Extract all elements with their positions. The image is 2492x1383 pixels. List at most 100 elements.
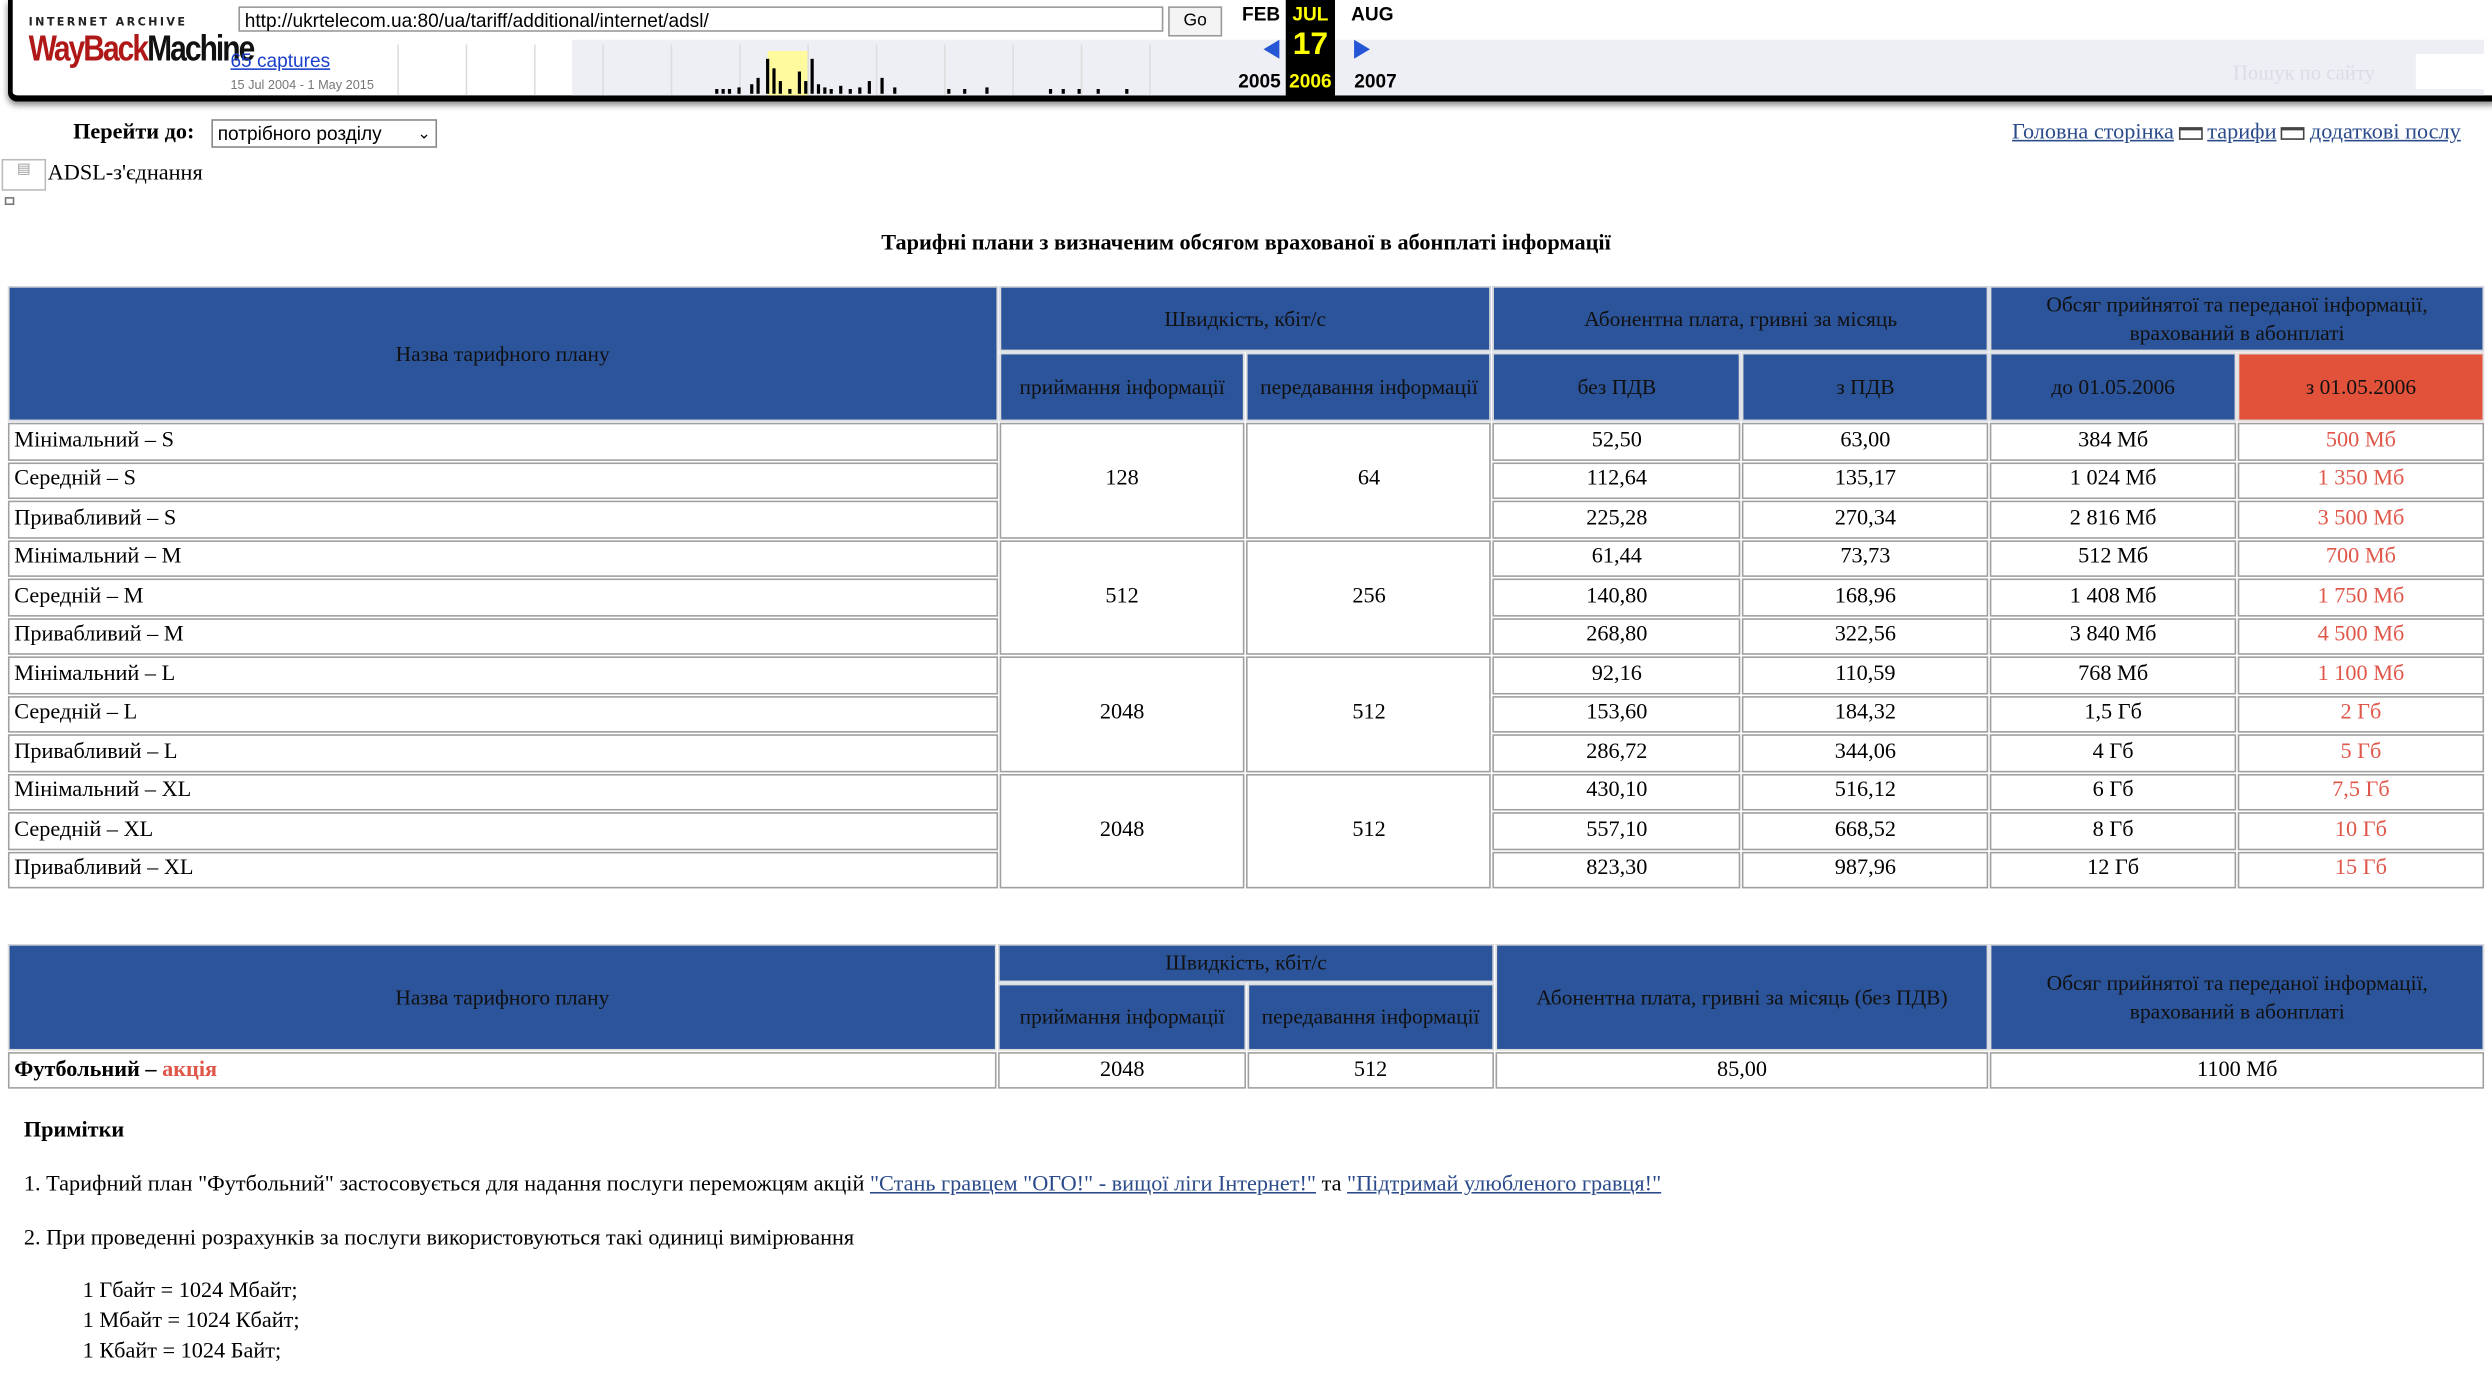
capture-bar <box>766 58 770 94</box>
next-year[interactable]: 2007 <box>1354 69 1397 93</box>
rx-speed: 128 <box>999 422 1246 538</box>
site-search-input[interactable] <box>2415 54 2492 90</box>
year-divider <box>465 44 468 96</box>
volume-after: 500 Мб <box>2237 422 2485 461</box>
breadcrumb-home[interactable]: Головна сторінка <box>2012 120 2174 145</box>
table-row: Мінімальний – M 512 256 61,44 73,73 512 Мб 700… <box>7 539 2485 655</box>
fee-vat: 110,59 <box>1742 656 1989 694</box>
capture-bar <box>963 89 967 94</box>
tx-speed: 64 <box>1246 422 1492 538</box>
table-row: Привабливий – M 268,80 322,56 3 840 Мб 4 500… <box>7 617 2485 655</box>
volume-after: 4 500 Мб <box>2237 617 2485 655</box>
volume-after: 1 750 Мб <box>2237 578 2485 616</box>
plan-name: Привабливий – M <box>7 617 998 655</box>
fee-vat: 987,96 <box>1742 851 1989 889</box>
year-divider <box>807 44 809 96</box>
capture-bar <box>737 87 741 94</box>
separator-icon <box>2281 126 2306 140</box>
header-after-date: з 01.05.2006 <box>2237 352 2485 422</box>
volume-before: 1,5 Гб <box>1990 695 2237 733</box>
note-1-text: 1. Тарифний план "Футбольний" застосовує… <box>23 1172 870 1197</box>
volume-before: 4 Гб <box>1990 734 2237 772</box>
volume-after: 700 Мб <box>2237 539 2485 577</box>
logo-machine-text: Machine <box>147 27 255 69</box>
fee-no-vat: 823,30 <box>1492 851 1741 889</box>
table-row: Середній – L 153,60 184,32 1,5 Гб 2 Гб <box>7 695 2485 733</box>
fee-no-vat: 225,28 <box>1492 500 1741 538</box>
promo-link-ogo[interactable]: "Стань гравцем "ОГО!" - вищої ліги Інтер… <box>869 1172 1317 1197</box>
volume-after: 3 500 Мб <box>2237 500 2485 538</box>
volume-before: 1 024 Мб <box>1990 461 2237 500</box>
fee-no-vat: 92,16 <box>1492 656 1741 694</box>
goto-select[interactable]: потрібного розділу ⌄ <box>211 119 438 148</box>
header-before-date: до 01.05.2006 <box>1990 352 2237 422</box>
breadcrumb-tariffs[interactable]: тарифи <box>2207 120 2277 145</box>
fee-vat: 516,12 <box>1742 773 1989 811</box>
capture-bar <box>823 87 827 94</box>
fee-no-vat: 140,80 <box>1492 578 1741 616</box>
promo-link-support-player[interactable]: "Підтримай улюбленого гравця!" <box>1347 1172 1662 1197</box>
volume-after: 7,5 Гб <box>2237 773 2485 811</box>
next-capture-arrow-icon[interactable] <box>1354 39 1370 59</box>
fee-no-vat: 557,10 <box>1492 812 1741 850</box>
volume-before: 12 Гб <box>1990 851 2237 889</box>
capture-bar <box>893 87 897 94</box>
next-month[interactable]: AUG <box>1351 3 1394 26</box>
year-divider <box>1080 44 1083 96</box>
fee-vat: 168,96 <box>1742 578 1989 616</box>
wayback-logo[interactable]: WayBackMachine <box>29 27 256 70</box>
header-speed: Швидкість, кбіт/с <box>999 286 1492 352</box>
year-divider <box>1012 44 1014 96</box>
section-label: ADSL-з'єднання <box>47 162 203 186</box>
prev-year[interactable]: 2005 <box>1238 69 1281 93</box>
prev-capture-arrow-icon[interactable] <box>1263 39 1280 59</box>
table-row: Середній – S 112,64 135,17 1 024 Мб 1 350 Мб <box>7 461 2485 500</box>
go-button[interactable]: Go <box>1168 6 1223 37</box>
volume-after: 10 Гб <box>2237 812 2485 850</box>
volume-after: 5 Гб <box>2237 734 2485 772</box>
capture-bar <box>804 81 808 94</box>
prev-month[interactable]: FEB <box>1242 3 1281 26</box>
capture-bar <box>788 89 792 94</box>
tariff-table: Назва тарифного плану Швидкість, кбіт/с … <box>6 284 2485 890</box>
plan-name: Мінімальний – XL <box>7 773 998 811</box>
rx-speed: 2048 <box>999 773 1246 889</box>
fee-vat: 322,56 <box>1742 617 1989 655</box>
url-input[interactable]: http://ukrtelecom.ua:80/ua/tariff/additi… <box>238 6 1164 32</box>
plan-name: Привабливий – XL <box>7 851 998 889</box>
fee: 85,00 <box>1495 1052 1989 1089</box>
plan-name: Середній – M <box>7 578 998 616</box>
breadcrumb-additional-services[interactable]: додаткові послу <box>2309 120 2461 145</box>
current-year: 2006 <box>1289 69 1332 93</box>
table-row: Середній – M 140,80 168,96 1 408 Мб 1 750 Мб <box>7 578 2485 616</box>
capture-bar <box>727 89 732 94</box>
capture-bar <box>1048 89 1053 94</box>
note-1: 1. Тарифний план "Футбольний" застосовує… <box>24 1173 1661 1198</box>
capture-bar <box>858 87 862 94</box>
year-divider <box>534 44 536 96</box>
plan-name: Мінімальний – M <box>7 539 998 577</box>
header-rx: приймання інформації <box>999 352 1246 422</box>
year-divider <box>944 44 946 96</box>
volume-before: 512 Мб <box>1990 539 2237 577</box>
capture-bar <box>715 89 719 94</box>
capture-bar <box>721 89 725 94</box>
volume-before: 3 840 Мб <box>1990 617 2237 655</box>
tx-speed: 256 <box>1246 539 1492 655</box>
separator-icon <box>2178 126 2203 140</box>
volume-after: 1 100 Мб <box>2237 656 2485 694</box>
volume-before: 6 Гб <box>1990 773 2237 811</box>
capture-bar <box>778 81 782 94</box>
goto-label: Перейти до: <box>73 120 195 145</box>
notes-heading: Примітки <box>23 1118 125 1143</box>
year-divider <box>1149 44 1151 96</box>
year-divider <box>397 44 399 96</box>
capture-bar <box>848 89 852 94</box>
dash: – <box>139 1057 163 1082</box>
promo-tariff-table: Назва тарифного плану Швидкість, кбіт/с … <box>6 942 2485 1090</box>
capture-bar <box>839 85 843 94</box>
captures-link[interactable]: 65 captures <box>230 49 331 72</box>
volume-before: 1 408 Мб <box>1990 578 2237 616</box>
fee-vat: 184,32 <box>1742 695 1989 733</box>
capture-sparkline[interactable] <box>397 44 1219 96</box>
